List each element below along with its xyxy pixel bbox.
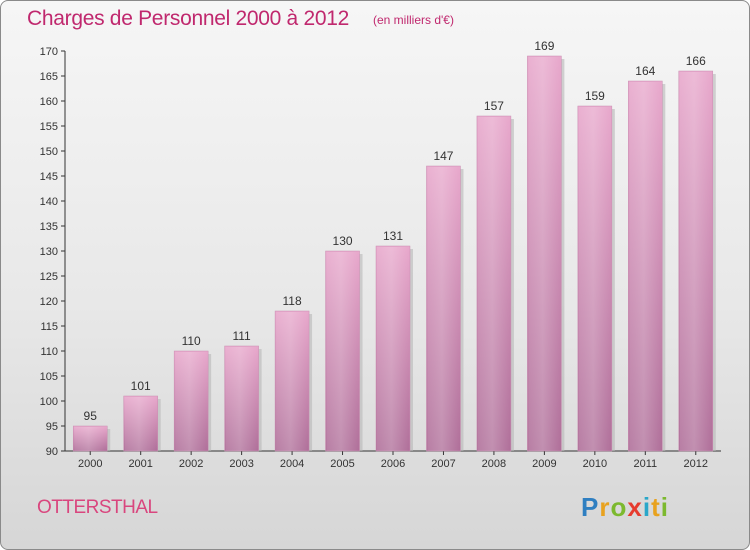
data-label-2011: 164: [635, 64, 655, 78]
y-tick-label: 105: [40, 371, 58, 383]
data-label-2004: 118: [283, 294, 302, 308]
y-tick-label: 115: [40, 321, 58, 333]
y-tick-label: 125: [40, 271, 58, 283]
chart-labels: 95 2000 101 2001 110 2002 111 2003 118 2004 130 200…: [78, 39, 708, 470]
x-tick-label-2011: 2011: [633, 458, 657, 470]
x-tick-label-2007: 2007: [431, 458, 455, 470]
bar-sheen: [578, 107, 611, 451]
y-tick-label: 95: [46, 421, 58, 433]
bar-sheen: [377, 247, 409, 451]
x-tick-label-2008: 2008: [482, 458, 506, 470]
data-label-2005: 130: [333, 234, 353, 248]
data-label-2003: 111: [232, 329, 251, 343]
y-tick-label: 100: [40, 396, 58, 408]
y-tick-label: 140: [40, 196, 58, 208]
data-label-2000: 95: [84, 409, 98, 423]
y-tick-label: 145: [40, 171, 58, 183]
data-label-2006: 131: [383, 229, 403, 243]
y-tick-label: 135: [40, 221, 58, 233]
data-label-2012: 166: [686, 54, 706, 68]
data-label-2007: 147: [433, 149, 453, 163]
x-tick-label-2010: 2010: [583, 458, 607, 470]
x-tick-label-2005: 2005: [330, 458, 354, 470]
x-tick-label-2000: 2000: [78, 458, 102, 470]
y-tick-label: 130: [40, 246, 58, 258]
bar-sheen: [528, 57, 561, 451]
y-tick-label: 155: [40, 121, 58, 133]
bar-sheen: [629, 82, 662, 451]
y-tick-label: 150: [40, 146, 58, 158]
data-label-2002: 110: [182, 334, 201, 348]
y-tick-label: 165: [40, 71, 58, 83]
bar-sheen: [326, 252, 359, 451]
bar-sheen: [225, 347, 258, 451]
bar-sheen: [427, 167, 460, 451]
commune-name: OTTERSTHAL: [37, 497, 158, 518]
data-label-2009: 169: [534, 39, 554, 53]
chart-bars: [72, 55, 716, 452]
y-tick-label: 120: [40, 296, 58, 308]
x-tick-label-2001: 2001: [128, 458, 152, 470]
bar-sheen: [679, 72, 712, 451]
x-tick-label-2012: 2012: [684, 458, 708, 470]
x-tick-label-2003: 2003: [229, 458, 253, 470]
x-tick-label-2009: 2009: [532, 458, 556, 470]
y-tick-label: 170: [40, 46, 58, 58]
x-tick-label-2004: 2004: [280, 458, 304, 470]
data-label-2008: 157: [484, 99, 504, 113]
bar-sheen: [124, 397, 157, 451]
bar-sheen: [175, 352, 208, 451]
proxiti-logo: Proxiti: [581, 492, 669, 522]
chart-title: Charges de Personnel 2000 à 2012: [27, 7, 349, 30]
x-tick-label-2002: 2002: [179, 458, 203, 470]
x-tick-label-2006: 2006: [381, 458, 405, 470]
y-tick-label: 90: [46, 446, 58, 458]
bar-sheen: [74, 427, 107, 451]
bar-sheen: [276, 312, 309, 451]
chart-subtitle: (en milliers d'€): [373, 13, 454, 27]
data-label-2010: 159: [585, 89, 605, 103]
data-label-2001: 101: [131, 379, 151, 393]
bar-sheen: [477, 117, 510, 451]
y-tick-label: 160: [40, 96, 58, 108]
y-tick-label: 110: [40, 346, 58, 358]
